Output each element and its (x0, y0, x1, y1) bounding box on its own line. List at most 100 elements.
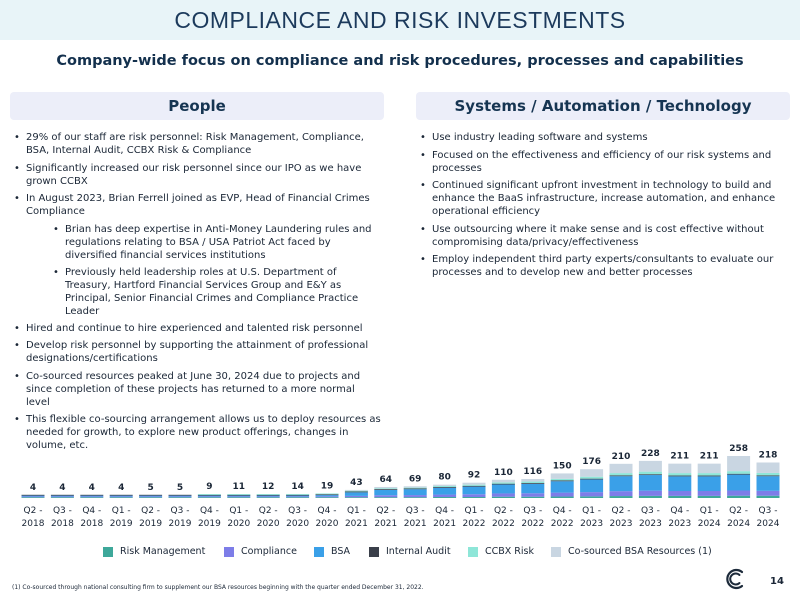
bar-segment (168, 494, 192, 496)
bar-segment (756, 472, 780, 476)
bar-total-label: 5 (177, 483, 183, 493)
bar-segment (433, 484, 457, 486)
x-tick-label: 2021 (345, 519, 368, 529)
people-bullet: This flexible co-sourcing arrangement al… (11, 413, 381, 452)
chart-legend: Risk Management Compliance BSA Internal … (0, 544, 800, 560)
bar-segment (638, 490, 662, 496)
x-tick-label: Q1 - (347, 506, 366, 516)
bar-segment (80, 495, 104, 497)
bar-segment (50, 496, 74, 498)
x-tick-label: Q4 - (318, 506, 337, 516)
bar-segment (550, 481, 574, 493)
bar-segment (638, 495, 662, 498)
bar-total-label: 14 (291, 482, 304, 492)
bar-segment (668, 495, 692, 498)
bar-segment (609, 476, 633, 492)
bar-segment (227, 494, 251, 496)
bar-segment (50, 495, 74, 497)
bar-segment (697, 473, 721, 476)
x-tick-label: Q3 - (759, 506, 778, 516)
systems-heading: Systems / Automation / Technology (416, 92, 790, 120)
bar-segment (256, 496, 280, 498)
bar-segment (491, 493, 515, 497)
bar-segment (491, 484, 515, 494)
x-tick-label: Q1 - (465, 506, 484, 516)
bar-segment (197, 494, 221, 496)
x-tick-label: 2022 (521, 519, 544, 529)
bar-segment (197, 497, 221, 498)
bar-segment (109, 497, 133, 498)
bar-segment (462, 484, 486, 486)
x-tick-label: Q3 - (53, 506, 72, 516)
bar-segment (727, 456, 751, 472)
bar-segment (286, 493, 310, 495)
legend-label: CCBX Risk (485, 546, 535, 557)
x-tick-label: Q4 - (82, 506, 101, 516)
systems-bullet-list: Use industry leading software and system… (417, 131, 789, 284)
bar-segment (433, 497, 457, 498)
bar-segment (50, 497, 74, 498)
bar-segment (638, 474, 662, 476)
bar-segment (580, 476, 604, 479)
bar-segment (756, 462, 780, 473)
bar-segment (256, 494, 280, 495)
bar-segment (374, 488, 398, 490)
bar-segment (727, 490, 751, 496)
bar-segment (403, 489, 427, 496)
x-tick-label: 2024 (757, 519, 780, 529)
bar-segment (521, 496, 545, 498)
bar-segment (550, 496, 574, 498)
bar-segment (580, 492, 604, 497)
title-bar (0, 0, 800, 40)
bar-segment (697, 476, 721, 491)
bar-total-label: 218 (759, 451, 778, 461)
bar-total-label: 92 (468, 471, 481, 481)
bar-segment (727, 471, 751, 474)
bar-segment (727, 495, 751, 498)
bar-segment (433, 486, 457, 488)
bar-total-label: 228 (641, 449, 660, 459)
systems-bullet: Continued significant upfront investment… (417, 179, 789, 218)
bar-segment (609, 473, 633, 476)
x-tick-label: Q1 - (582, 506, 601, 516)
x-tick-label: 2019 (139, 519, 162, 529)
bar-segment (286, 497, 310, 498)
bar-segment (227, 495, 251, 497)
legend-swatch (468, 547, 478, 557)
page-title: COMPLIANCE AND RISK INVESTMENTS (174, 7, 626, 33)
bar-segment (21, 494, 45, 496)
bar-segment (50, 494, 74, 496)
x-tick-label: Q1 - (112, 506, 131, 516)
bar-segment (197, 495, 221, 497)
people-bullet: Develop risk personnel by supporting the… (11, 339, 381, 365)
bar-segment (668, 463, 692, 474)
x-tick-label: Q2 - (376, 506, 395, 516)
bar-segment (403, 488, 427, 490)
bar-segment (374, 497, 398, 498)
bar-segment (462, 494, 486, 498)
bar-segment (580, 469, 604, 477)
bar-segment (609, 496, 633, 498)
bar-segment (286, 496, 310, 498)
bar-segment (521, 478, 545, 482)
legend-swatch (103, 547, 113, 557)
x-tick-label: 2024 (698, 519, 721, 529)
bar-total-label: 64 (380, 475, 393, 485)
bar-segment (21, 496, 45, 498)
bar-segment (227, 494, 251, 495)
bar-segment (462, 486, 486, 495)
bar-total-label: 210 (612, 452, 631, 462)
bar-segment (403, 487, 427, 489)
bar-segment (491, 483, 515, 485)
legend-swatch (369, 547, 379, 557)
bar-segment (433, 494, 457, 498)
bar-segment (374, 486, 398, 489)
legend-swatch (224, 547, 234, 557)
legend-label: Compliance (241, 546, 297, 557)
bar-segment (550, 492, 574, 497)
bar-segment (139, 497, 163, 498)
x-tick-label: 2022 (463, 519, 486, 529)
people-bullet: Hired and continue to hire experienced a… (11, 322, 381, 335)
bar-segment (697, 495, 721, 498)
bar-segment (756, 495, 780, 498)
